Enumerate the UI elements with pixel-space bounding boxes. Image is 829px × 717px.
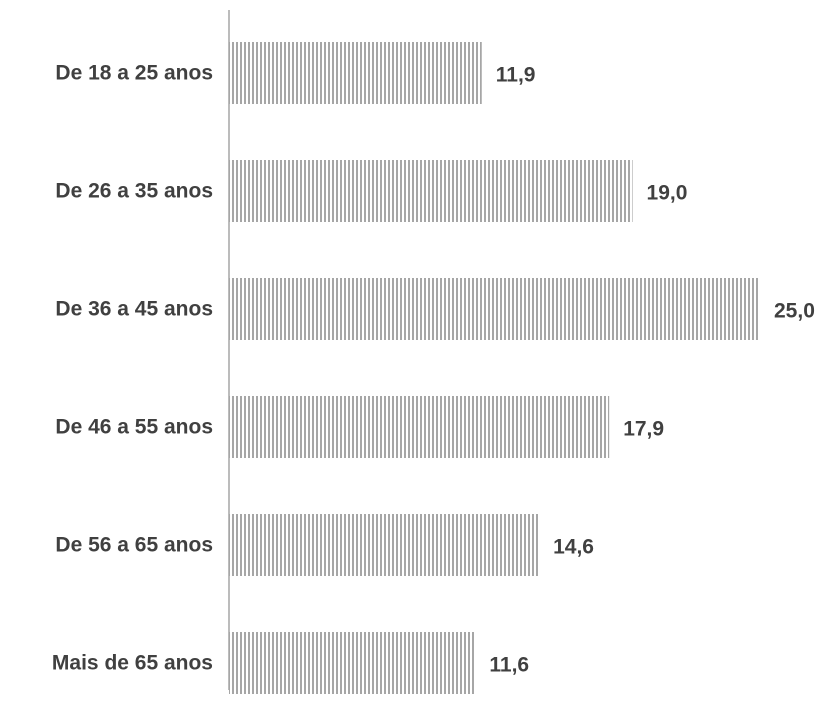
bar	[229, 396, 610, 458]
bar	[229, 632, 476, 694]
category-label: De 18 a 25 anos	[55, 62, 213, 85]
labels-layer: De 18 a 25 anos 11,9 De 26 a 35 anos 19,0 De…	[52, 62, 815, 677]
bar	[229, 42, 482, 104]
data-label: 11,6	[489, 654, 529, 677]
bar	[229, 514, 540, 576]
category-label: De 56 a 65 anos	[55, 534, 213, 557]
data-label: 14,6	[553, 536, 594, 559]
bars-layer	[229, 42, 760, 694]
data-label: 25,0	[774, 300, 815, 323]
bar	[229, 278, 760, 340]
data-label: 17,9	[623, 418, 664, 441]
bar	[229, 160, 633, 222]
category-label: De 36 a 45 anos	[55, 298, 213, 321]
data-label: 19,0	[647, 182, 688, 205]
category-label: De 26 a 35 anos	[55, 180, 213, 203]
data-label: 11,9	[496, 64, 536, 87]
category-label: Mais de 65 anos	[52, 652, 213, 675]
category-label: De 46 a 55 anos	[55, 416, 213, 439]
